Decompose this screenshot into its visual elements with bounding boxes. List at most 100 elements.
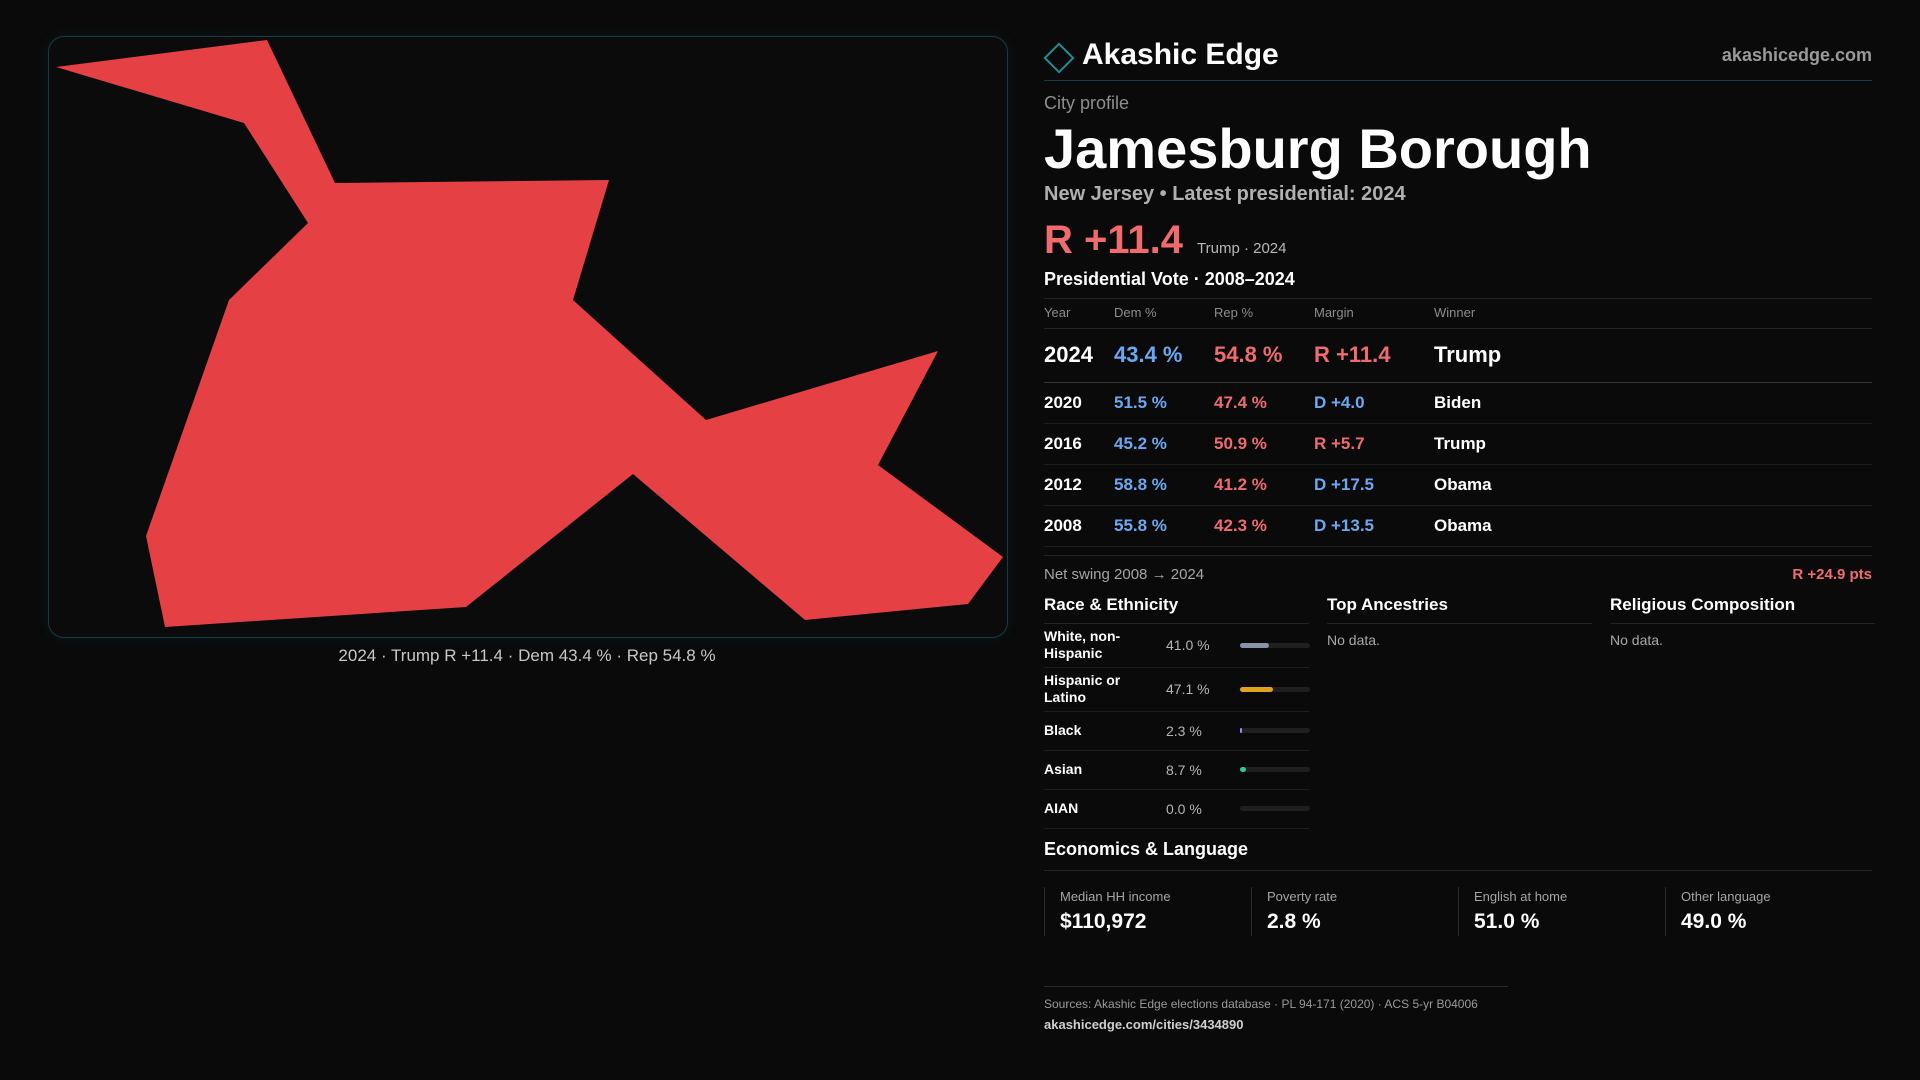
race-value: 47.1 % [1166, 681, 1210, 698]
row-rep: 42.3 % [1214, 505, 1314, 547]
stat-label: Other language [1681, 888, 1771, 904]
demographics-columns: Race & Ethnicity White, non-Hispanic 41.… [1044, 595, 1875, 829]
race-row: Hispanic or Latino 47.1 % [1044, 668, 1310, 712]
table-row: 2012 58.8 % 41.2 % D +17.5 Obama [1044, 464, 1872, 506]
row-winner: Obama [1434, 505, 1872, 547]
table-header-row: Year Dem % Rep % Margin Winner [1044, 298, 1872, 329]
race-bar-track [1240, 806, 1310, 812]
race-value: 8.7 % [1166, 761, 1202, 778]
map-caption: 2024 · Trump R +11.4 · Dem 43.4 % · Rep … [338, 646, 716, 665]
row-margin: R +11.4 [1314, 328, 1434, 383]
row-rep: 54.8 % [1214, 328, 1314, 383]
table-row: 2024 43.4 % 54.8 % R +11.4 Trump [1044, 328, 1872, 383]
row-winner: Trump [1434, 423, 1872, 465]
table-row: 2008 55.8 % 42.3 % D +13.5 Obama [1044, 505, 1872, 547]
race-row: Asian 8.7 % [1044, 751, 1310, 790]
religion-section: Religious Composition No data. [1610, 595, 1875, 829]
row-winner: Biden [1434, 382, 1872, 424]
religion-title: Religious Composition [1610, 595, 1875, 624]
city-boundary-shape [56, 40, 1003, 627]
stat-label: Median HH income [1060, 888, 1171, 904]
headline-note: Trump · 2024 [1197, 239, 1287, 257]
net-swing-label: Net swing 2008 → 2024 [1044, 565, 1205, 583]
vote-section-title: Presidential Vote · 2008–2024 [1044, 269, 1872, 299]
row-dem: 45.2 % [1114, 423, 1214, 465]
col-header-dem: Dem % [1114, 298, 1214, 329]
row-rep: 50.9 % [1214, 423, 1314, 465]
row-dem: 58.8 % [1114, 464, 1214, 506]
row-year: 2008 [1044, 505, 1114, 547]
race-bar-fill [1240, 686, 1273, 692]
row-year: 2012 [1044, 464, 1114, 506]
economics-stats: Median HH income $110,972 Poverty rate 2… [1044, 886, 1872, 936]
row-winner: Trump [1434, 328, 1872, 383]
race-row: AIAN 0.0 % [1044, 790, 1310, 829]
col-header-year: Year [1044, 298, 1114, 329]
city-map [48, 36, 1008, 638]
col-header-winner: Winner [1434, 298, 1872, 329]
row-winner: Obama [1434, 464, 1872, 506]
ancestries-title: Top Ancestries [1327, 595, 1592, 624]
race-label: AIAN [1044, 799, 1079, 816]
row-rep: 41.2 % [1214, 464, 1314, 506]
row-year: 2016 [1044, 423, 1114, 465]
city-boundary-map [56, 40, 1003, 627]
race-bar-fill [1240, 767, 1247, 773]
stat-label: Poverty rate [1267, 888, 1338, 904]
page-url-link[interactable]: akashicedge.com/cities/3434890 [1044, 1016, 1244, 1032]
race-bar-fill [1240, 728, 1243, 734]
row-rep: 47.4 % [1214, 382, 1314, 424]
race-value: 2.3 % [1166, 722, 1202, 739]
stat-label: English at home [1474, 888, 1568, 904]
brand-header: Akashic Edge akashicedge.com [1043, 30, 1872, 81]
profile-panel: Akashic Edge akashicedge.com City profil… [1043, 30, 1875, 1032]
race-ethnicity-section: Race & Ethnicity White, non-Hispanic 41.… [1044, 595, 1310, 829]
page-kicker: City profile [1044, 93, 1130, 113]
race-row: Black 2.3 % [1044, 712, 1310, 751]
brand-name: Akashic Edge [1082, 38, 1279, 71]
religion-empty: No data. [1610, 631, 1663, 648]
row-dem: 55.8 % [1114, 505, 1214, 547]
row-year: 2024 [1044, 328, 1114, 383]
headline-margin: R +11.4 [1044, 217, 1184, 262]
brand[interactable]: Akashic Edge [1043, 38, 1279, 74]
stat-other-language: Other language 49.0 % [1665, 886, 1872, 936]
race-label: Asian [1044, 760, 1083, 777]
row-dem: 51.5 % [1114, 382, 1214, 424]
row-dem: 43.4 % [1114, 328, 1214, 383]
race-bar-fill [1240, 642, 1269, 648]
race-value: 41.0 % [1166, 637, 1210, 654]
race-bar-track [1240, 686, 1310, 692]
race-label: White, non-Hispanic [1044, 627, 1121, 662]
brand-url-link[interactable]: akashicedge.com [1721, 44, 1872, 65]
race-label: Black [1044, 721, 1082, 738]
stat-value: $110,972 [1060, 909, 1147, 933]
ancestries-empty: No data. [1327, 631, 1380, 648]
race-bar-track [1240, 642, 1310, 648]
page-subtitle: New Jersey • Latest presidential: 2024 [1044, 182, 1406, 205]
page-title: Jamesburg Borough [1044, 117, 1592, 180]
net-swing-value: R +24.9 pts [1792, 565, 1872, 583]
diamond-logo-icon [1043, 42, 1075, 74]
page-footer: Sources: Akashic Edge elections database… [1044, 985, 1508, 1032]
stat-value: 49.0 % [1681, 909, 1747, 933]
row-year: 2020 [1044, 382, 1114, 424]
table-row: 2020 51.5 % 47.4 % D +4.0 Biden [1044, 382, 1872, 424]
row-margin: D +4.0 [1314, 382, 1434, 424]
race-bar-track [1240, 728, 1310, 734]
row-margin: D +17.5 [1314, 464, 1434, 506]
race-bar-track [1240, 767, 1310, 773]
net-swing: Net swing 2008 → 2024 R +24.9 pts [1044, 554, 1872, 583]
row-margin: R +5.7 [1314, 423, 1434, 465]
stat-value: 2.8 % [1267, 909, 1321, 933]
presidential-vote-table: Year Dem % Rep % Margin Winner 2024 43.4… [1044, 298, 1872, 547]
economics-title: Economics & Language [1044, 839, 1872, 871]
race-section-title: Race & Ethnicity [1044, 595, 1309, 624]
stat-value: 51.0 % [1474, 909, 1540, 933]
race-value: 0.0 % [1166, 800, 1202, 817]
stat-poverty-rate: Poverty rate 2.8 % [1251, 886, 1458, 936]
stat-median-income: Median HH income $110,972 [1044, 886, 1251, 936]
sources-note: Sources: Akashic Edge elections database… [1044, 996, 1478, 1011]
row-margin: D +13.5 [1314, 505, 1434, 547]
headline-result: R +11.4 Trump · 2024 [1044, 218, 1872, 263]
